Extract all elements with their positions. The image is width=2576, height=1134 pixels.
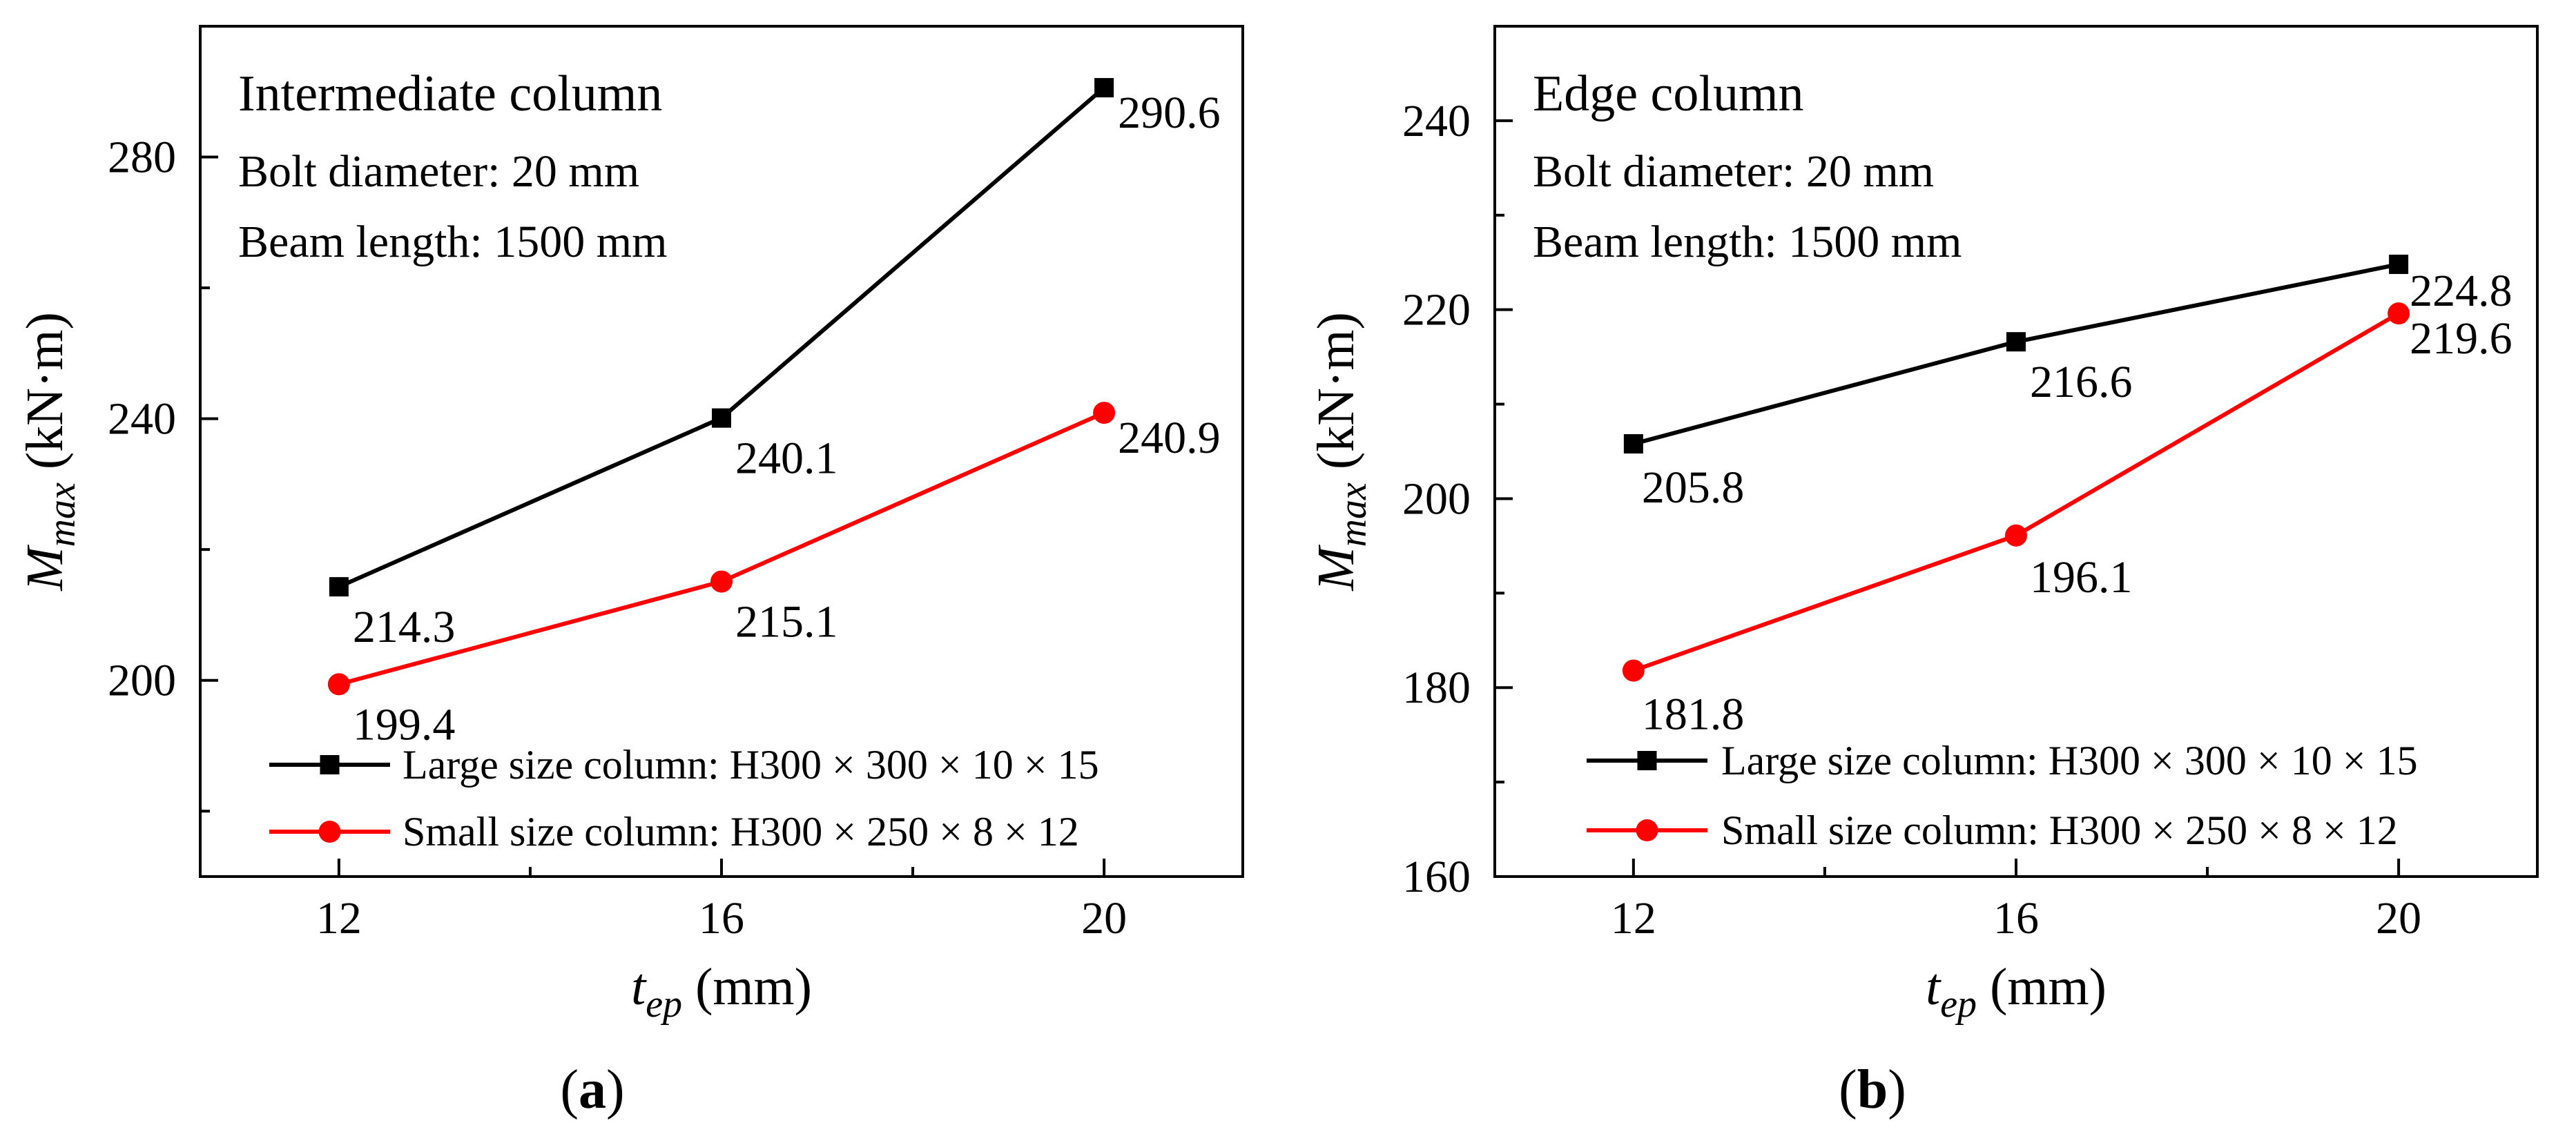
panel-caption: (b) (1839, 1059, 1906, 1120)
legend-entry: Large size column: H300 × 300 × 10 × 15 (1721, 738, 2418, 783)
panel-title: Intermediate column (238, 66, 662, 122)
data-point-square (329, 577, 349, 597)
x-axis-symbol: t (631, 958, 647, 1016)
data-label: 240.9 (1118, 413, 1221, 463)
panel-caption-letter: a (579, 1059, 606, 1120)
y-axis-title: Mmax (kN·m) (16, 312, 84, 592)
y-tick-label: 160 (1402, 852, 1471, 902)
legend-marker-circle (1636, 819, 1658, 841)
data-point-square (1623, 434, 1643, 454)
y-tick-label: 280 (108, 133, 176, 183)
x-tick-label: 12 (316, 893, 362, 944)
x-tick-label: 16 (699, 893, 744, 944)
chart-panel-b: 160 180 200 220 240 12 16 20 Edge column Bolt dia… (1307, 25, 2539, 1120)
annotation-note: Beam length: 1500 mm (238, 217, 667, 267)
y-tick-label: 200 (108, 656, 176, 706)
data-label: 199.4 (353, 699, 456, 750)
y-tick-label: 240 (1402, 96, 1471, 146)
x-axis-subscript: ep (1940, 983, 1977, 1026)
y-tick-label: 220 (1402, 285, 1471, 335)
y-tick-label: 240 (108, 394, 176, 444)
annotation-note: Bolt diameter: 20 mm (238, 146, 639, 197)
annotation-note: Bolt diameter: 20 mm (1533, 146, 1934, 197)
series-line-small (1632, 311, 2400, 673)
data-label: 216.6 (2030, 357, 2133, 407)
x-axis-unit: (mm) (682, 958, 812, 1016)
data-label: 196.1 (2030, 552, 2133, 603)
data-label: 205.8 (1642, 462, 1745, 513)
legend-marker-square (320, 755, 340, 774)
panel-caption: (a) (560, 1059, 624, 1120)
data-point-circle (1093, 402, 1116, 424)
panel-caption-letter: b (1857, 1059, 1888, 1120)
data-label: 215.1 (735, 597, 838, 647)
data-label: 214.3 (353, 602, 456, 652)
data-label: 224.8 (2410, 266, 2512, 316)
y-axis-subscript: max (41, 482, 84, 547)
x-tick-label: 16 (1993, 893, 2039, 944)
data-point-square (712, 408, 731, 428)
y-axis-symbol: M (16, 545, 74, 592)
y-tick-label: 180 (1402, 663, 1471, 713)
data-point-square (2006, 332, 2026, 352)
x-axis-subscript: ep (646, 983, 682, 1026)
y-axis-title: Mmax (kN·m) (1307, 312, 1375, 592)
x-axis-unit: (mm) (1977, 958, 2107, 1016)
data-point-circle (2388, 302, 2410, 325)
legend-marker-circle (318, 821, 341, 843)
data-point-circle (327, 673, 350, 696)
y-axis-unit: (kN·m) (1307, 312, 1365, 482)
x-tick-label: 12 (1611, 893, 1656, 944)
annotation-note: Beam length: 1500 mm (1533, 217, 1962, 267)
legend-marker-square (1637, 751, 1657, 770)
data-label: 181.8 (1642, 690, 1745, 740)
data-point-square (1094, 78, 1114, 98)
data-label: 240.1 (735, 433, 838, 484)
y-axis-symbol: M (1307, 545, 1365, 592)
x-axis-symbol: t (1926, 958, 1941, 1016)
legend-entry: Large size column: H300 × 300 × 10 × 15 (403, 742, 1099, 788)
chart-panel-a: 200 240 280 12 16 20 Intermediate column Bolt d… (16, 25, 1244, 1120)
panel-title: Edge column (1533, 66, 1804, 122)
data-point-circle (2005, 524, 2027, 547)
y-axis-unit: (kN·m) (16, 312, 74, 482)
data-label: 219.6 (2410, 313, 2512, 364)
x-tick-label: 20 (1081, 893, 1127, 944)
data-label: 290.6 (1118, 88, 1221, 138)
legend-entry: Small size column: H300 × 250 × 8 × 12 (1721, 808, 2398, 853)
series-line-large (1633, 262, 2399, 446)
x-axis-title: tep (mm) (1926, 958, 2107, 1026)
y-tick-label: 200 (1402, 473, 1471, 524)
data-point-circle (710, 570, 733, 593)
x-axis-title: tep (mm) (631, 958, 812, 1026)
x-tick-label: 20 (2376, 893, 2421, 944)
data-point-square (2389, 254, 2409, 274)
y-axis-subscript: max (1332, 482, 1375, 547)
legend-entry: Small size column: H300 × 250 × 8 × 12 (403, 809, 1079, 854)
data-point-circle (1622, 659, 1645, 682)
